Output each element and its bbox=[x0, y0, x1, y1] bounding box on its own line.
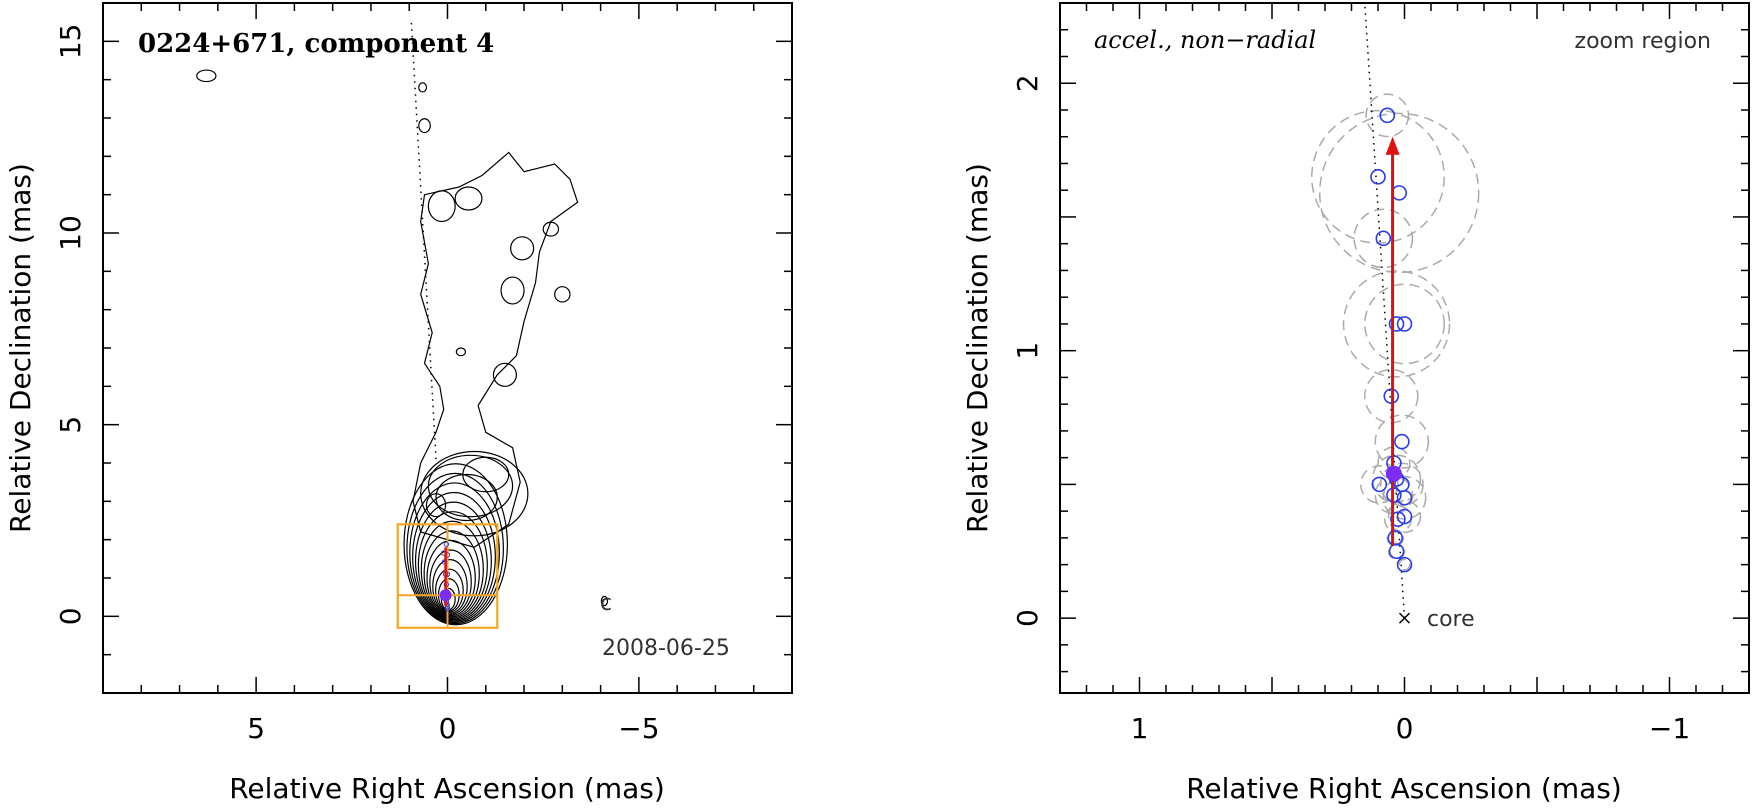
contour-line bbox=[432, 559, 468, 614]
contour-line bbox=[420, 520, 484, 619]
y-tick-label: 10 bbox=[54, 215, 87, 251]
uncertainty-circle bbox=[1387, 499, 1422, 534]
right-overlay bbox=[1364, 2, 1413, 624]
x-tick-label: −1 bbox=[1649, 712, 1690, 745]
contour-blob bbox=[454, 186, 483, 211]
position-point bbox=[1375, 230, 1392, 247]
position-point bbox=[1388, 316, 1405, 332]
right-panel: 1 0 −1 0 1 2 accel., non−radial zoom region c… bbox=[961, 2, 1750, 805]
contour-blob bbox=[427, 190, 456, 223]
position-point bbox=[1396, 508, 1413, 525]
right-x-axis-title: Relative Right Ascension (mas) bbox=[1186, 772, 1622, 805]
contour-line bbox=[462, 456, 510, 493]
left-title: 0224+671, component 4 bbox=[138, 29, 494, 59]
contour-line bbox=[426, 539, 476, 617]
y-tick-label: 2 bbox=[1011, 74, 1044, 92]
contour-map bbox=[196, 69, 609, 626]
uncertainty-circle bbox=[1360, 465, 1399, 504]
position-point bbox=[1391, 185, 1407, 201]
x-tick-label: 5 bbox=[247, 712, 265, 745]
position-point bbox=[1396, 556, 1413, 573]
uncertainty-circle bbox=[1398, 558, 1411, 571]
uncertainty-circle bbox=[1318, 112, 1480, 274]
zoom-region-label: zoom region bbox=[1575, 29, 1711, 54]
left-y-axis-title: Relative Declination (mas) bbox=[4, 163, 37, 533]
contour-line bbox=[427, 454, 514, 518]
x-tick-label: 1 bbox=[1131, 712, 1149, 745]
y-tick-label: 0 bbox=[1011, 609, 1044, 627]
beam-label: c bbox=[600, 591, 612, 616]
jet-axis-line bbox=[1364, 2, 1406, 619]
position-point bbox=[1396, 316, 1413, 332]
contour-blob bbox=[492, 362, 517, 387]
contour-blob bbox=[418, 118, 431, 134]
contour-line bbox=[403, 463, 509, 626]
position-point bbox=[1379, 107, 1396, 124]
contour-blob bbox=[510, 236, 535, 261]
velocity-vector-arrowhead bbox=[1385, 136, 1400, 155]
jet-axis-line bbox=[410, 18, 437, 460]
core-label: core bbox=[1427, 607, 1475, 632]
uncertainty-circle bbox=[1371, 454, 1422, 504]
position-point bbox=[1371, 476, 1388, 493]
position-point bbox=[1390, 511, 1406, 527]
right-title: accel., non−radial bbox=[1094, 26, 1316, 54]
uncertainty-circle bbox=[1387, 542, 1406, 560]
y-tick-label: 0 bbox=[54, 607, 87, 625]
position-point bbox=[1394, 433, 1410, 450]
y-tick-label: 15 bbox=[54, 24, 87, 60]
y-tick-label: 5 bbox=[54, 416, 87, 434]
contour-blob bbox=[542, 221, 560, 237]
uncertainty-circle bbox=[1379, 462, 1424, 507]
x-tick-label: 0 bbox=[439, 712, 457, 745]
left-ticks: 5 0 −5 0 5 10 15 bbox=[54, 2, 793, 745]
position-point bbox=[1370, 169, 1386, 185]
contour-blob bbox=[600, 595, 609, 607]
contour-line bbox=[425, 493, 447, 518]
x-tick-label: −5 bbox=[618, 712, 659, 745]
core-marker bbox=[1398, 612, 1411, 624]
left-panel: 5 0 −5 0 5 10 15 0224+671, component 4 2008-06… bbox=[4, 2, 793, 805]
uncertainty-circle bbox=[1353, 208, 1414, 269]
track-point bbox=[443, 541, 450, 547]
uncertainty-circle bbox=[1311, 109, 1445, 244]
uncertainty-circle bbox=[1342, 270, 1451, 378]
left-x-axis-title: Relative Right Ascension (mas) bbox=[229, 772, 665, 805]
x-tick-label: 0 bbox=[1396, 712, 1414, 745]
contour-envelope bbox=[412, 151, 579, 548]
contour-line bbox=[429, 549, 472, 616]
uncertainty-circle bbox=[1382, 475, 1427, 520]
y-tick-label: 1 bbox=[1011, 342, 1044, 360]
contour-blob bbox=[418, 82, 428, 93]
contour-line bbox=[423, 530, 480, 618]
right-ticks: 1 0 −1 0 1 2 bbox=[1011, 3, 1749, 745]
uncertainty-circle bbox=[1374, 414, 1430, 469]
uncertainty-ellipses bbox=[1311, 93, 1480, 571]
date-label: 2008-06-25 bbox=[602, 636, 730, 661]
contour-blob bbox=[455, 347, 467, 357]
contour-line bbox=[406, 472, 504, 625]
contour-line bbox=[435, 568, 464, 613]
track-point bbox=[444, 605, 451, 612]
uncertainty-circle bbox=[1365, 93, 1410, 138]
contour-line bbox=[435, 473, 498, 522]
position-point bbox=[1387, 530, 1404, 546]
contour-line bbox=[414, 501, 492, 621]
contour-line bbox=[417, 511, 488, 620]
current-component-marker bbox=[1385, 465, 1402, 482]
contour-line bbox=[420, 450, 529, 537]
left-overlay bbox=[396, 18, 499, 629]
right-y-axis-title: Relative Declination (mas) bbox=[961, 163, 994, 533]
contour-blob bbox=[554, 286, 571, 303]
position-point bbox=[1396, 489, 1413, 506]
contour-blob bbox=[196, 69, 217, 83]
contour-line bbox=[409, 482, 500, 624]
contour-blob bbox=[500, 276, 525, 305]
right-plot-frame bbox=[1059, 2, 1750, 694]
contour-line bbox=[412, 491, 496, 622]
current-component-marker bbox=[439, 589, 452, 602]
position-point bbox=[1388, 543, 1405, 560]
uncertainty-circle bbox=[1364, 283, 1445, 365]
